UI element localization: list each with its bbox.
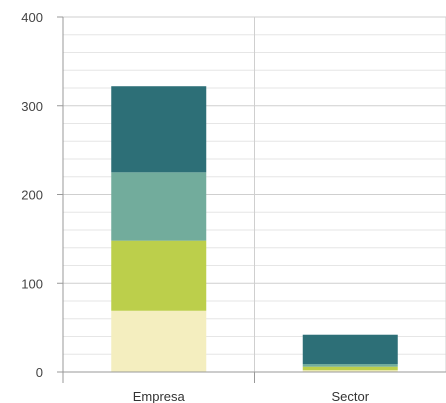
y-tick-label: 200 xyxy=(21,188,43,203)
bar-segment-empresa-2 xyxy=(111,240,207,311)
bar-segment-empresa-1 xyxy=(111,310,207,372)
bar-segment-empresa-4 xyxy=(111,86,207,173)
bar-segment-sector-3 xyxy=(302,364,398,367)
bars xyxy=(111,86,398,372)
bar-segment-sector-4 xyxy=(302,334,398,365)
bar-segment-sector-2 xyxy=(302,366,398,371)
bar-segment-sector-1 xyxy=(302,370,398,372)
bar-segment-empresa-3 xyxy=(111,172,207,241)
category-label: Empresa xyxy=(133,389,186,403)
category-label: Sector xyxy=(331,389,369,403)
y-tick-label: 300 xyxy=(21,99,43,114)
y-tick-label: 0 xyxy=(36,365,43,380)
labels: Empresa Sector 0 100 200 300 400 xyxy=(21,10,369,403)
y-tick-label: 100 xyxy=(21,276,43,291)
y-tick-label: 400 xyxy=(21,10,43,25)
axes xyxy=(57,16,446,383)
